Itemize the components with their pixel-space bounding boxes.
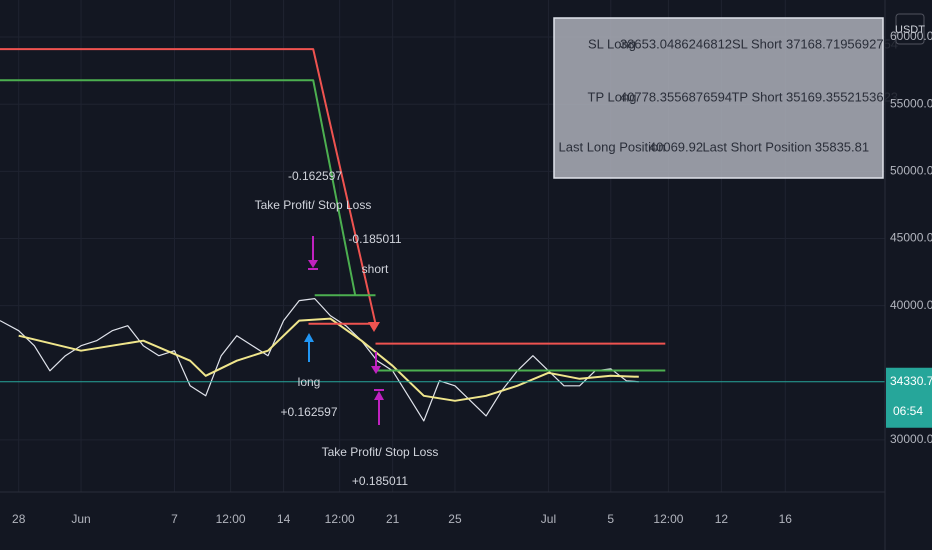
annotation: Take Profit/ Stop Loss [322,445,439,459]
y-tick-label: 40000.00 [890,298,932,312]
x-tick-label: 5 [607,512,614,526]
table-cell: 35835.81 [815,139,869,154]
arrows [304,236,384,425]
x-tick-label: 12:00 [325,512,355,526]
y-tick-label: 55000.00 [890,96,932,110]
arrow-head [308,260,318,268]
x-tick-label: 21 [386,512,400,526]
table-cell: Last Long Position [559,139,666,154]
table-cell: SL Long [588,36,636,51]
x-tick-label: 25 [448,512,462,526]
annotation: long [298,375,321,389]
series-line [0,79,357,296]
table-cell: 40069.92 [649,139,703,154]
table-cell: 38653.0486246812 [620,36,732,51]
x-tick-label: 12:00 [653,512,683,526]
x-tick-label: Jun [71,512,90,526]
x-tick-label: 16 [779,512,793,526]
x-tick-label: 7 [171,512,178,526]
last-price-tag [886,367,932,428]
y-tick-label: 60000.00 [890,29,932,43]
series-line [18,317,639,402]
arrow-head [371,366,381,374]
last-price: 34330.70 [890,374,932,388]
table-cell: SL Short [732,36,782,51]
arrow-head [368,322,380,332]
annotation: -0.185011 [348,232,401,246]
arrow-head [374,391,384,400]
series-line [0,298,639,422]
table-cell: 35169.3552153623 [786,89,898,104]
series-line [0,48,377,324]
currency[interactable]: USDT [895,24,925,36]
x-tick-label: 14 [277,512,291,526]
info-table [553,17,884,179]
annotation: -0.162597 [288,169,342,183]
table-cell: 37168.7195692754 [786,36,898,51]
annotation: +0.185011 [352,474,408,488]
table-cell: TP Long [588,89,637,104]
y-tick-label: 45000.00 [890,231,932,245]
annotation: short [362,262,389,276]
x-tick-label: Jul [541,512,556,526]
arrow-head [304,333,314,342]
countdown: 06:54 [893,404,923,418]
annotation: +0.162597 [280,405,337,419]
x-tick-label: 28 [12,512,26,526]
table-cell: TP Short [731,89,782,104]
y-tick-label: 50000.00 [890,164,932,178]
y-tick-label: 30000.00 [890,432,932,446]
annotation: Take Profit/ Stop Loss [255,198,372,212]
x-tick-label: 12:00 [216,512,246,526]
currency-button[interactable] [895,13,925,45]
x-tick-label: 12 [715,512,729,526]
table-cell: Last Short Position [702,139,811,154]
table-cell: 40778.3556876594 [620,89,732,104]
